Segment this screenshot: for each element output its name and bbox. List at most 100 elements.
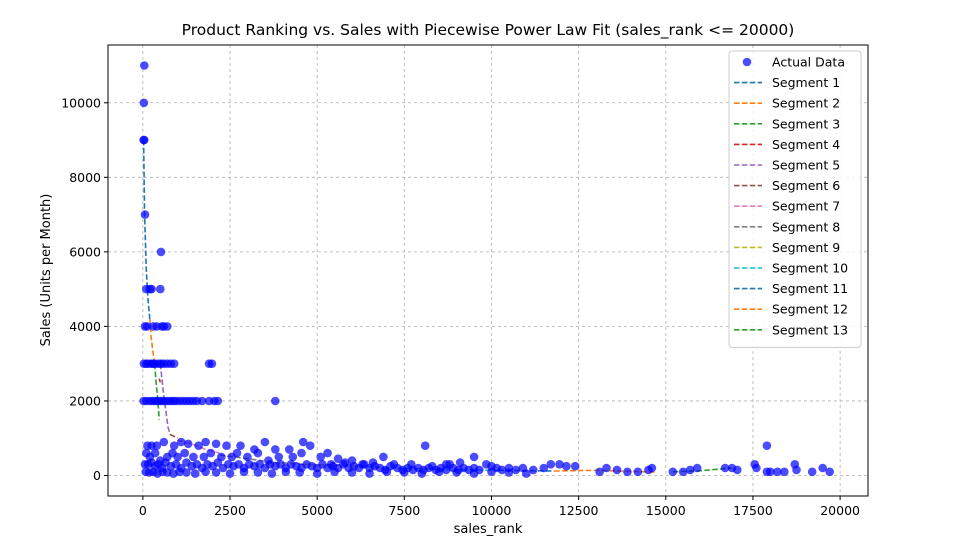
data-point [180,448,189,458]
chart-title: Product Ranking vs. Sales with Piecewise… [182,21,795,40]
legend-label: Actual Data [772,55,845,70]
data-point [156,284,165,294]
legend-label: Segment 12 [772,302,848,317]
data-point [213,396,223,406]
data-point [424,463,434,473]
legend-label: Segment 2 [772,96,840,111]
fit-line-segment [159,363,171,435]
data-point [253,448,263,458]
data-point [281,467,291,477]
data-point [260,437,270,447]
y-tick-label: 6000 [69,244,101,259]
x-tick-label: 7500 [388,503,420,518]
x-tick-label: 20000 [820,503,860,518]
y-tick-label: 2000 [69,393,101,408]
data-point [173,452,182,462]
legend-marker [742,57,752,67]
data-point [147,284,156,294]
data-point [333,454,343,464]
data-point [213,458,223,467]
data-point [504,468,514,477]
data-point [182,468,191,477]
data-point [595,467,604,477]
data-point [201,467,210,477]
data-point [288,452,298,462]
data-point [285,445,294,454]
data-point [211,468,221,477]
data-point [232,448,242,458]
data-point [253,468,263,477]
data-point [602,463,611,473]
data-point [323,448,332,458]
data-point [236,441,245,451]
data-point [546,460,556,469]
data-point [562,461,571,471]
y-axis-label: Sales (Units per Month) [39,194,54,347]
fit-line-segment [153,363,160,420]
legend-label: Segment 8 [772,219,840,234]
data-point [452,468,461,477]
data-point [692,463,702,473]
data-point [183,439,193,449]
data-point [382,467,392,477]
data-point [169,441,179,451]
data-point [780,467,789,477]
data-point [469,452,479,462]
legend-label: Segment 6 [772,178,840,193]
data-point [159,437,169,447]
data-point [330,467,339,477]
data-point [818,463,827,473]
data-point [555,460,564,469]
legend-label: Segment 4 [772,137,840,152]
x-tick-label: 12500 [559,503,599,518]
x-tick-label: 15000 [646,503,686,518]
data-point [539,463,549,473]
data-point [207,359,217,369]
data-point [175,467,184,477]
legend: Actual Data Segment 1 Segment 2 Segment 3 Se… [728,50,862,348]
data-point [825,467,834,477]
x-tick-label: 17500 [733,503,773,518]
data-point [156,247,166,257]
data-point [190,469,200,478]
data-point [140,61,149,70]
data-point [762,441,772,451]
data-point [139,98,149,108]
data-point [140,210,150,219]
x-axis-label: sales_rank [454,522,523,537]
plot-frame [107,44,869,497]
data-point [201,437,210,447]
data-point [312,469,322,478]
data-point [295,468,305,477]
data-point [570,461,580,471]
x-tick-label: 0 [139,503,147,518]
data-point [206,448,216,458]
y-tick-label: 4000 [69,319,101,334]
y-tick-label: 0 [93,468,101,483]
grid [108,45,868,496]
data-point [199,452,209,462]
data-point [529,465,538,475]
data-point [305,441,315,451]
data-point [267,469,277,478]
data-point [522,469,531,478]
legend-label: Segment 5 [772,158,840,173]
data-point [511,465,521,475]
data-point [271,396,280,406]
data-point [211,439,221,449]
data-point [189,452,198,462]
legend-label: Segment 10 [772,261,848,276]
data-point [379,452,388,462]
data-point [365,469,374,478]
data-point [347,468,357,477]
fit-line-segment [158,378,162,383]
data-point [766,467,775,477]
data-point [434,467,444,477]
data-point [469,469,479,478]
scatter-points [139,61,834,478]
legend-box [728,50,862,348]
fit-lines [142,139,733,473]
data-point [169,359,179,369]
data-point [316,452,326,462]
